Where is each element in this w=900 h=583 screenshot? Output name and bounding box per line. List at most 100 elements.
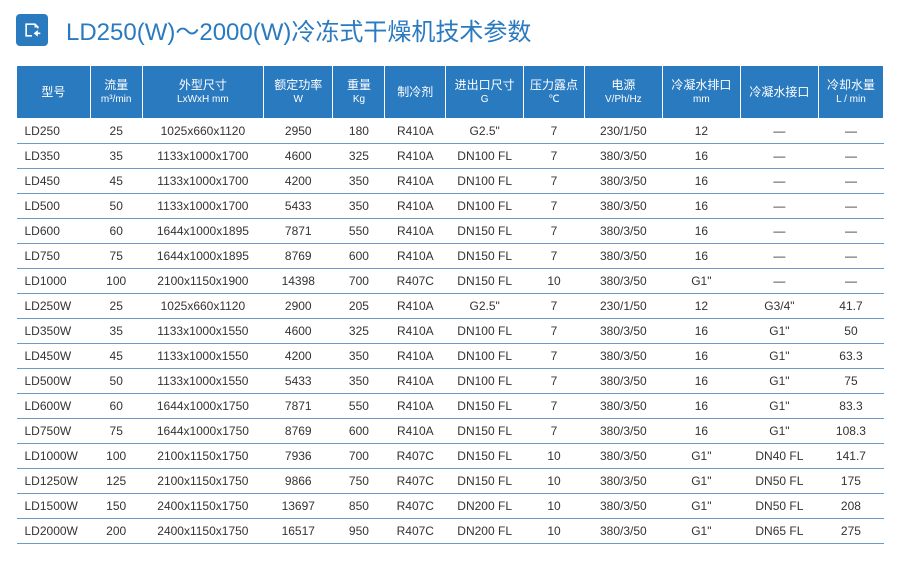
cell: 60 — [90, 219, 142, 244]
cell: 350 — [333, 169, 385, 194]
col-header-1: 流量m³/min — [90, 66, 142, 119]
cell: 7 — [524, 319, 585, 344]
table-row: LD450451133x1000x17004200350R410ADN100 F… — [17, 169, 884, 194]
cell: 10 — [524, 444, 585, 469]
cell: 50 — [818, 319, 883, 344]
col-header-sublabel: m³/min — [93, 93, 140, 107]
cell: G3/4" — [740, 294, 818, 319]
cell: 325 — [333, 144, 385, 169]
table-row: LD2000W2002400x1150x175016517950R407CDN2… — [17, 519, 884, 544]
cell: 600 — [333, 419, 385, 444]
cell: DN150 FL — [446, 219, 524, 244]
cell: 5433 — [264, 194, 333, 219]
cell: R410A — [385, 194, 446, 219]
cell: — — [818, 244, 883, 269]
cell: DN100 FL — [446, 344, 524, 369]
cell: R410A — [385, 394, 446, 419]
cell: 10 — [524, 494, 585, 519]
cell: 350 — [333, 344, 385, 369]
col-header-10: 冷凝水接口 — [740, 66, 818, 119]
cell: 13697 — [264, 494, 333, 519]
cell: DN100 FL — [446, 319, 524, 344]
cell: 1133x1000x1700 — [142, 144, 263, 169]
cell: 7 — [524, 394, 585, 419]
cell: DN50 FL — [740, 469, 818, 494]
cell: 75 — [90, 419, 142, 444]
col-header-label: 冷凝水排口 — [665, 77, 738, 93]
cell: 1133x1000x1550 — [142, 369, 263, 394]
cell: 10 — [524, 269, 585, 294]
cell: 7871 — [264, 394, 333, 419]
col-header-label: 冷却水量 — [821, 77, 881, 93]
cell: LD1250W — [17, 469, 91, 494]
cell: DN150 FL — [446, 469, 524, 494]
cell: 2400x1150x1750 — [142, 519, 263, 544]
cell: DN40 FL — [740, 444, 818, 469]
cell: 380/3/50 — [584, 494, 662, 519]
cell: 550 — [333, 219, 385, 244]
col-header-label: 重量 — [335, 77, 382, 93]
cell: 350 — [333, 369, 385, 394]
cell: 45 — [90, 344, 142, 369]
cell: 10 — [524, 519, 585, 544]
cell: 2100x1150x1750 — [142, 444, 263, 469]
cell: 83.3 — [818, 394, 883, 419]
cell: R410A — [385, 294, 446, 319]
col-header-4: 重量Kg — [333, 66, 385, 119]
col-header-sublabel: mm — [665, 93, 738, 107]
cell: 1644x1000x1895 — [142, 244, 263, 269]
cell: 8769 — [264, 419, 333, 444]
cell: R410A — [385, 169, 446, 194]
cell: R410A — [385, 344, 446, 369]
cell: 550 — [333, 394, 385, 419]
cell: 230/1/50 — [584, 294, 662, 319]
cell: DN100 FL — [446, 194, 524, 219]
cell: 850 — [333, 494, 385, 519]
table-header-row: 型号流量m³/min外型尺寸LxWxH mm额定功率W重量Kg制冷剂进出口尺寸G… — [17, 66, 884, 119]
cell: 5433 — [264, 369, 333, 394]
cell: R407C — [385, 494, 446, 519]
cell: 380/3/50 — [584, 419, 662, 444]
cell: LD450 — [17, 169, 91, 194]
cell: 230/1/50 — [584, 119, 662, 144]
cell: 380/3/50 — [584, 144, 662, 169]
cell: 7 — [524, 344, 585, 369]
col-header-2: 外型尺寸LxWxH mm — [142, 66, 263, 119]
cell: 380/3/50 — [584, 444, 662, 469]
cell: LD750 — [17, 244, 91, 269]
col-header-sublabel: LxWxH mm — [145, 93, 261, 107]
page-header: LD250(W)～2000(W)冷冻式干燥机技术参数 — [16, 12, 884, 47]
cell: 1025x660x1120 — [142, 119, 263, 144]
cell: 380/3/50 — [584, 344, 662, 369]
cell: 380/3/50 — [584, 169, 662, 194]
cell: G1" — [740, 344, 818, 369]
cell: LD500 — [17, 194, 91, 219]
cell: 2900 — [264, 294, 333, 319]
cell: 600 — [333, 244, 385, 269]
cell: 7 — [524, 294, 585, 319]
col-header-label: 冷凝水接口 — [743, 84, 816, 100]
spec-table: 型号流量m³/min外型尺寸LxWxH mm额定功率W重量Kg制冷剂进出口尺寸G… — [16, 65, 884, 544]
table-row: LD250W251025x660x11202900205R410AG2.5"72… — [17, 294, 884, 319]
col-header-label: 流量 — [93, 77, 140, 93]
cell: G1" — [740, 394, 818, 419]
cell: 7936 — [264, 444, 333, 469]
col-header-3: 额定功率W — [264, 66, 333, 119]
cell: 12 — [662, 294, 740, 319]
cell: 16 — [662, 319, 740, 344]
cell: 700 — [333, 444, 385, 469]
cell: G1" — [740, 369, 818, 394]
cell: LD250 — [17, 119, 91, 144]
cell: R410A — [385, 144, 446, 169]
cell: 700 — [333, 269, 385, 294]
cell: 16 — [662, 244, 740, 269]
cell: 1644x1000x1750 — [142, 419, 263, 444]
cell: G1" — [662, 519, 740, 544]
cell: 4200 — [264, 344, 333, 369]
cell: — — [740, 244, 818, 269]
cell: 12 — [662, 119, 740, 144]
table-row: LD600W601644x1000x17507871550R410ADN150 … — [17, 394, 884, 419]
cell: 35 — [90, 144, 142, 169]
cell: 7 — [524, 419, 585, 444]
col-header-label: 外型尺寸 — [145, 77, 261, 93]
